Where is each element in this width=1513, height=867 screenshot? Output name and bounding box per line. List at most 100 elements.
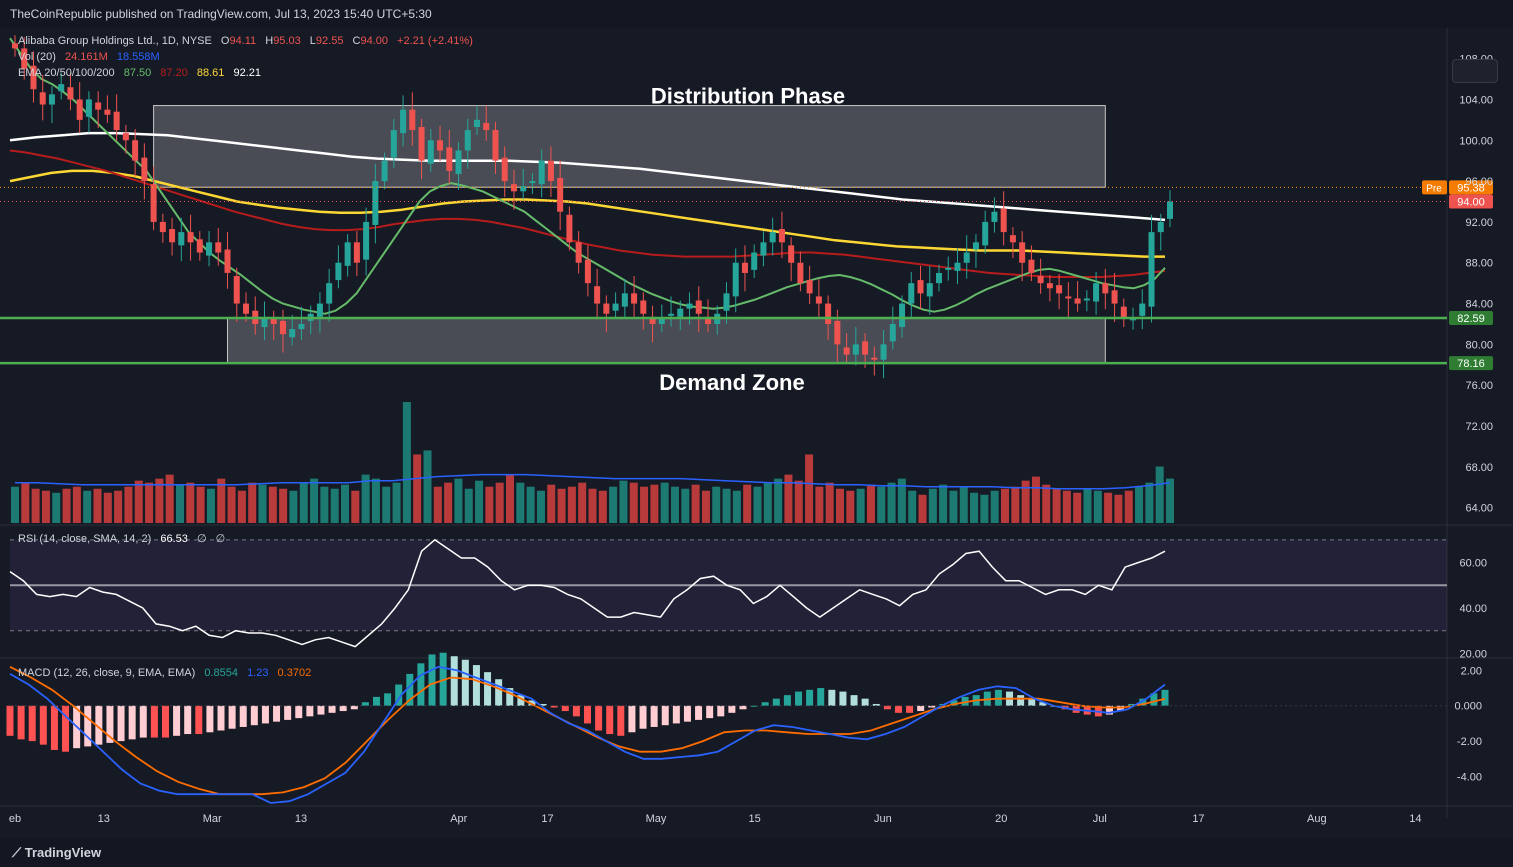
price-tick-label: 88.00 bbox=[1465, 258, 1493, 270]
macd-histogram-bar bbox=[861, 698, 869, 706]
candle-body bbox=[1120, 306, 1127, 319]
candle-body bbox=[640, 300, 647, 314]
volume-bar bbox=[887, 482, 896, 523]
macd-histogram-bar bbox=[917, 705, 925, 712]
legend-change: +2.21 (+2.41%) bbox=[397, 35, 473, 47]
candle-body bbox=[335, 262, 342, 281]
macd-signal-line bbox=[9, 665, 1166, 796]
price-tick-label: 92.00 bbox=[1465, 217, 1493, 229]
macd-histogram-bar bbox=[783, 695, 791, 706]
volume-bar bbox=[289, 490, 298, 523]
volume-bar bbox=[1114, 494, 1123, 523]
candle-body bbox=[677, 308, 684, 317]
candle-body bbox=[21, 48, 28, 69]
macd-tick-label: 2.00 bbox=[1461, 665, 1482, 677]
volume-bar bbox=[72, 486, 81, 523]
chart-svg[interactable]: Distribution Phase Demand Zone 95.38 94.00… bbox=[0, 28, 1513, 838]
macd-histogram-bar bbox=[350, 705, 358, 710]
time-tick-label: 17 bbox=[1192, 813, 1204, 825]
volume-bar bbox=[578, 482, 587, 523]
rsi-layer bbox=[9, 538, 1447, 648]
candle-body bbox=[954, 262, 961, 271]
macd-histogram-bar bbox=[761, 702, 769, 706]
demand-zone-label: Demand Zone bbox=[659, 370, 804, 395]
axis-layer: 108.00104.00100.0096.0092.0088.0084.0080… bbox=[9, 54, 1493, 825]
candle-body bbox=[1065, 296, 1072, 299]
chart-area[interactable]: Distribution Phase Demand Zone 95.38 94.00… bbox=[0, 28, 1513, 838]
volume-bar bbox=[145, 482, 154, 523]
volume-bar bbox=[444, 482, 453, 523]
volume-bar bbox=[413, 454, 422, 523]
candle-body bbox=[501, 157, 508, 182]
candle-body bbox=[760, 242, 767, 256]
volume-bar bbox=[567, 486, 576, 523]
volume-bar bbox=[41, 490, 50, 523]
candle-body bbox=[584, 259, 591, 284]
candle-body bbox=[871, 357, 878, 360]
time-tick-label: 20 bbox=[995, 813, 1007, 825]
candle-body bbox=[39, 92, 46, 105]
price-tick-label: 100.00 bbox=[1459, 135, 1493, 147]
candle-body bbox=[316, 303, 323, 317]
candle-body bbox=[834, 320, 841, 345]
candle-body bbox=[843, 347, 850, 355]
candle-body bbox=[547, 160, 554, 182]
candle-body bbox=[400, 109, 407, 134]
macd-histogram-bar bbox=[806, 689, 814, 706]
macd-histogram-bar bbox=[706, 705, 714, 719]
candle-body bbox=[483, 122, 490, 131]
candle-body bbox=[815, 296, 822, 304]
macd-histogram-bar bbox=[1139, 698, 1147, 706]
candle-body bbox=[279, 320, 286, 335]
volume-bar bbox=[701, 490, 710, 523]
volume-bar bbox=[743, 484, 752, 523]
volume-bar bbox=[176, 484, 184, 523]
volume-bar bbox=[650, 484, 659, 523]
macd-histogram-bar bbox=[772, 698, 780, 706]
ema200-line bbox=[9, 131, 1166, 222]
time-tick-label: 13 bbox=[295, 813, 307, 825]
volume-bar bbox=[279, 488, 288, 523]
candle-body bbox=[58, 84, 65, 92]
time-tick-label: 15 bbox=[749, 813, 761, 825]
macd-histogram-bar bbox=[295, 705, 303, 719]
macd-histogram-bar bbox=[961, 696, 969, 706]
price-tick-label: 80.00 bbox=[1465, 339, 1493, 351]
candle-body bbox=[529, 181, 536, 184]
candle-body bbox=[1037, 276, 1044, 284]
volume-bar bbox=[516, 482, 525, 523]
candle-body bbox=[1083, 298, 1090, 301]
macd-histogram-bar bbox=[539, 703, 547, 706]
volume-bar bbox=[114, 490, 123, 523]
candle-body bbox=[963, 252, 970, 263]
candle-body bbox=[1148, 232, 1155, 307]
macd-histogram-bar bbox=[1161, 689, 1169, 706]
macd-histogram-bar bbox=[106, 705, 114, 743]
macd-histogram-bar bbox=[561, 705, 569, 712]
candle-body bbox=[631, 293, 638, 304]
macd-histogram-bar bbox=[128, 705, 136, 740]
macd-histogram-bar bbox=[839, 691, 847, 706]
candle-body bbox=[159, 221, 166, 233]
candle-body bbox=[113, 111, 120, 131]
brand-name: TradingView bbox=[24, 845, 102, 860]
time-tick-label: Jun bbox=[874, 813, 892, 825]
candle-body bbox=[178, 232, 185, 246]
volume-bar bbox=[186, 482, 195, 523]
candle-body bbox=[751, 252, 758, 270]
candle-body bbox=[510, 184, 517, 192]
chart-settings-button[interactable] bbox=[1452, 59, 1498, 83]
macd-histogram-bar bbox=[450, 656, 458, 706]
candle-body bbox=[455, 150, 462, 174]
volume-bar bbox=[248, 482, 257, 523]
pre-price-badge bbox=[1449, 180, 1493, 195]
macd-legend: MACD (12, 26, close, 9, EMA, EMA) 0.8554… bbox=[18, 665, 317, 681]
macd-histogram-bar bbox=[639, 705, 647, 729]
candle-body bbox=[1019, 242, 1026, 263]
volume-bar bbox=[1062, 490, 1071, 523]
volume-bar bbox=[856, 488, 865, 523]
macd-histogram-bar bbox=[850, 695, 858, 706]
volume-bar bbox=[320, 486, 329, 523]
macd-histogram-bar bbox=[606, 705, 614, 735]
candles-layer bbox=[12, 35, 1173, 379]
